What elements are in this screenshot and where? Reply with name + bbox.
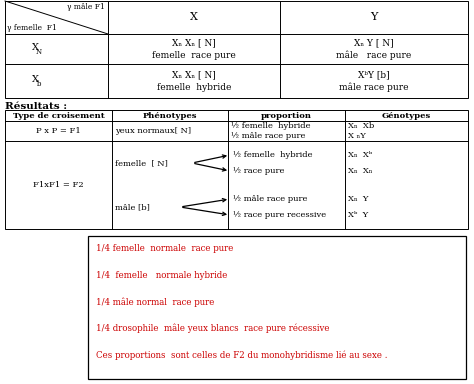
Bar: [88, 236, 466, 379]
Text: γ mâle F1: γ mâle F1: [67, 3, 105, 11]
Text: Ces proportions  sont celles de F2 du monohybridisme lié au sexe .: Ces proportions sont celles de F2 du mon…: [96, 350, 388, 360]
Text: proportion: proportion: [261, 111, 312, 119]
Text: F1xF1 = F2: F1xF1 = F2: [33, 181, 84, 189]
Text: Xₙ  Y: Xₙ Y: [348, 195, 368, 203]
Text: P x P = F1: P x P = F1: [36, 127, 81, 135]
Bar: [5, 1, 468, 98]
Text: X: X: [31, 43, 38, 53]
Text: femelle  [ N]: femelle [ N]: [115, 159, 168, 167]
Text: b: b: [37, 80, 41, 88]
Text: Xₙ  Xᵇ: Xₙ Xᵇ: [348, 151, 372, 159]
Text: femelle  hybride: femelle hybride: [157, 83, 231, 91]
Text: Xₙ Y [ N]: Xₙ Y [ N]: [354, 38, 394, 48]
Text: Y: Y: [370, 13, 378, 23]
Text: yeux normaux[ N]: yeux normaux[ N]: [115, 127, 191, 135]
Text: Xₙ Xₙ [ N]: Xₙ Xₙ [ N]: [172, 38, 216, 48]
Text: 1/4 drosophile  mâle yeux blancs  race pure récessive: 1/4 drosophile mâle yeux blancs race pur…: [96, 324, 329, 333]
Text: ½ femelle  hybride: ½ femelle hybride: [233, 151, 312, 159]
Text: Phénotypes: Phénotypes: [143, 111, 197, 119]
Text: mâle race pure: mâle race pure: [339, 82, 409, 92]
Text: ½ race pure recessive: ½ race pure recessive: [233, 211, 326, 219]
Text: Xₙ  Xₙ: Xₙ Xₙ: [348, 167, 373, 175]
Text: Génotypes: Génotypes: [382, 111, 431, 119]
Text: Xₙ Xₙ [ N]: Xₙ Xₙ [ N]: [172, 71, 216, 79]
Text: femelle  race pure: femelle race pure: [152, 51, 236, 60]
Text: 1/4 mâle normal  race pure: 1/4 mâle normal race pure: [96, 297, 214, 307]
Text: ½ mâle race pure: ½ mâle race pure: [233, 195, 307, 203]
Text: Xᵇ  Y: Xᵇ Y: [348, 211, 368, 219]
Text: X: X: [31, 76, 38, 84]
Text: γ femelle  F1: γ femelle F1: [7, 24, 57, 32]
Text: X: X: [190, 13, 198, 23]
Text: mâle [b]: mâle [b]: [115, 203, 150, 211]
Text: Xₙ  Xb: Xₙ Xb: [348, 122, 374, 130]
Bar: [5, 110, 468, 229]
Text: ½ femelle  hybride: ½ femelle hybride: [231, 122, 310, 130]
Text: 1/4  femelle   normale hybride: 1/4 femelle normale hybride: [96, 271, 228, 280]
Text: ½ race pure: ½ race pure: [233, 167, 284, 175]
Text: N: N: [36, 48, 42, 56]
Text: X ₙY: X ₙY: [348, 132, 366, 140]
Text: ½ mâle race pure: ½ mâle race pure: [231, 132, 305, 140]
Text: 1/4 femelle  normale  race pure: 1/4 femelle normale race pure: [96, 244, 233, 253]
Text: Type de croisement: Type de croisement: [13, 111, 104, 119]
Text: XᵇY [b]: XᵇY [b]: [358, 71, 390, 79]
Text: Résultats :: Résultats :: [5, 102, 67, 111]
Text: mâle   race pure: mâle race pure: [337, 50, 411, 60]
